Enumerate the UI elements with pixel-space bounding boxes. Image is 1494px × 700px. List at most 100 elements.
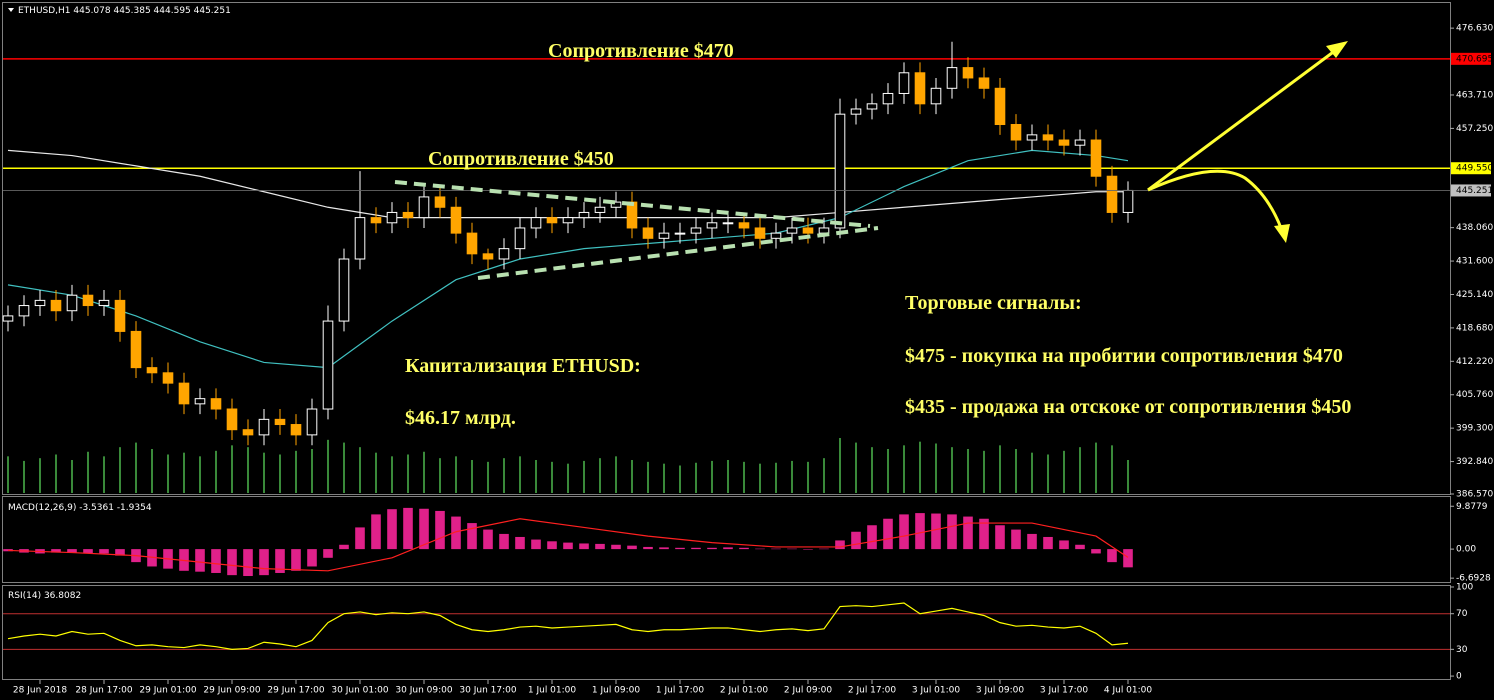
macd-bar (611, 544, 621, 550)
y-tick-label: 463.710 (1456, 90, 1493, 100)
macd-bar (515, 536, 525, 550)
last-price-tag (1451, 184, 1491, 197)
candle-body (1042, 134, 1054, 141)
macd-bar (659, 547, 669, 550)
candle-body (850, 108, 862, 115)
macd-bar (3, 549, 13, 552)
candle-body (402, 211, 414, 219)
candle-body (978, 77, 990, 89)
macd-bar (387, 509, 397, 550)
candle-body (690, 227, 702, 234)
candle-body (530, 217, 542, 229)
candle-body (274, 418, 286, 426)
candle-body (66, 294, 78, 312)
y-tick-label: 412.220 (1456, 357, 1493, 367)
macd-bar (979, 518, 989, 550)
x-tick-label: 2 Jul 17:00 (848, 686, 897, 696)
y-tick-label: 476.630 (1456, 24, 1493, 34)
macd-bar (419, 508, 429, 550)
y-tick-label: 418.680 (1456, 323, 1493, 333)
candle-body (322, 320, 334, 410)
macd-bar (99, 549, 109, 554)
macd-bar (195, 549, 205, 572)
candle-body (418, 196, 430, 219)
candle-body (834, 113, 846, 229)
annotation: $475 - покупка на пробитии сопротивления… (905, 345, 1343, 367)
macd-bar (227, 549, 237, 576)
macd-bar (867, 525, 877, 550)
macd-bar (675, 547, 685, 550)
macd-bar (451, 516, 461, 550)
sell-arrow (1147, 169, 1283, 229)
candle-body (642, 227, 654, 239)
macd-bar (563, 542, 573, 550)
candle-body (338, 258, 350, 322)
x-tick-label: 28 Jun 17:00 (75, 686, 132, 696)
y-tick-label: 100 (1456, 582, 1473, 592)
candle-body (258, 418, 270, 436)
forecast-arrows (1147, 41, 1348, 243)
y-tick-label: 425.140 (1456, 290, 1493, 300)
candle-body (114, 299, 126, 332)
macd-bar (1107, 549, 1117, 563)
trendlines (394, 180, 879, 280)
macd-bar (243, 549, 253, 577)
candle-body (2, 315, 14, 322)
y-tick-label: 457.250 (1456, 124, 1493, 134)
candle-body (34, 299, 46, 307)
macd-bar (739, 547, 749, 550)
macd-bar (803, 549, 813, 550)
candle-body (466, 232, 478, 255)
y-tick-label: 70 (1456, 609, 1468, 619)
macd-bar (963, 516, 973, 550)
candle-body (306, 408, 318, 436)
rsi-line (7, 602, 1129, 650)
candle-body (786, 227, 798, 234)
x-tick-label: 29 Jun 17:00 (267, 686, 324, 696)
macd-bar (275, 549, 285, 573)
y-tick-label: 438.060 (1456, 223, 1493, 233)
macd-bar (1011, 529, 1021, 550)
macd-bar (707, 547, 717, 550)
candle-body (226, 408, 238, 431)
macd-bar (499, 533, 509, 550)
macd-bar (1123, 549, 1133, 568)
x-tick-label: 2 Jul 09:00 (784, 686, 833, 696)
annotation: Капитализация ETHUSD: (405, 355, 641, 377)
x-tick-label: 4 Jul 01:00 (1104, 686, 1153, 696)
candle-body (434, 196, 446, 208)
macd-bar (931, 513, 941, 550)
candle-body (1058, 139, 1070, 146)
candle-body (450, 206, 462, 234)
macd-bar (915, 513, 925, 550)
x-tick-label: 2 Jul 01:00 (720, 686, 769, 696)
macd-bar (771, 548, 781, 550)
candle-body (130, 330, 142, 369)
macd-bar (51, 549, 61, 553)
candle-body (1010, 124, 1022, 141)
candle-body (946, 67, 958, 89)
upper-trendline (394, 180, 871, 228)
macd-bar (1027, 533, 1037, 550)
y-tick-label: 0 (1456, 672, 1462, 682)
macd-bar (307, 549, 317, 567)
y-tick-label: 30 (1456, 645, 1468, 655)
sell-arrowhead (1274, 224, 1290, 243)
candle-body (98, 299, 110, 307)
level-tag-label: 449.550 (1456, 164, 1493, 174)
macd-bar (67, 549, 77, 554)
annotation: $46.17 млрд. (405, 407, 516, 429)
macd-bar (483, 529, 493, 550)
macd-bar (83, 549, 93, 554)
macd-bar (595, 543, 605, 550)
macd-bar (531, 539, 541, 550)
y-tick-label: 431.600 (1456, 257, 1493, 267)
x-tick-label: 30 Jun 09:00 (395, 686, 452, 696)
macd-bar (819, 548, 829, 550)
candle-body (370, 217, 382, 224)
candle-body (754, 227, 766, 239)
macd-bar (691, 547, 701, 550)
candle-body (914, 72, 926, 105)
annotation: Сопротивление $450 (428, 148, 614, 170)
